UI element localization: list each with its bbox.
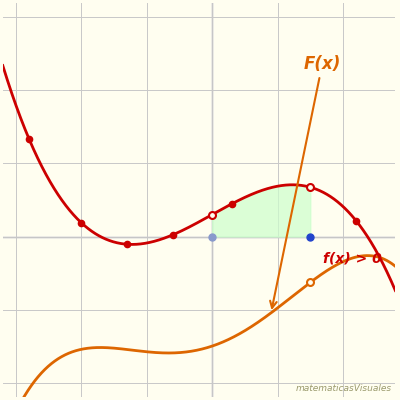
Text: F(x): F(x)	[270, 54, 341, 308]
Text: f(x) > 0: f(x) > 0	[323, 251, 382, 265]
Text: matematicasVisuales: matematicasVisuales	[295, 384, 391, 393]
